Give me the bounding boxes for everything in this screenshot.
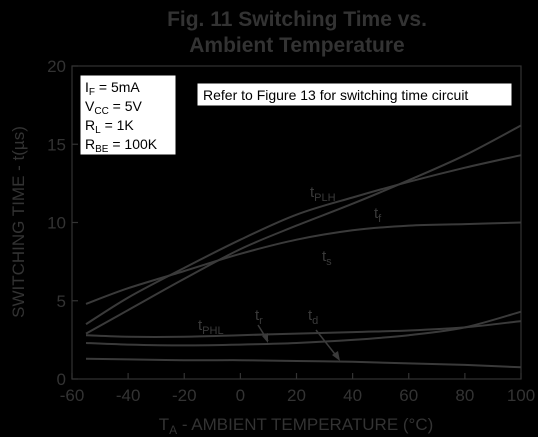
- td-arrow: [315, 329, 339, 359]
- chart-title-line1: Fig. 11 Switching Time vs.: [167, 8, 427, 31]
- x-tick-label: 60: [399, 386, 418, 405]
- x-axis-label-main: T: [159, 415, 169, 434]
- series-line-tPHL: [85, 320, 522, 338]
- condition-main: I: [85, 79, 89, 95]
- x-tick-label: -20: [172, 386, 197, 405]
- curve-label-tf: tf: [374, 205, 382, 225]
- series-line-tr: [85, 310, 522, 347]
- condition-value: = 1K: [101, 117, 135, 133]
- condition-sub: BE: [95, 144, 109, 155]
- curve-label-ts: ts: [322, 248, 332, 268]
- x-tick-label: 80: [455, 386, 474, 405]
- series-line-tPLH: [85, 154, 522, 326]
- condition-value: = 100K: [108, 136, 157, 152]
- condition-line: RBE = 100K: [85, 136, 158, 155]
- curve-label-main: t: [374, 205, 379, 222]
- x-axis-label: TA - AMBIENT TEMPERATURE (°C): [159, 415, 434, 437]
- condition-sub: CC: [94, 106, 108, 117]
- x-axis-label-rest: - AMBIENT TEMPERATURE (°C): [177, 415, 433, 434]
- condition-sub: F: [89, 87, 95, 98]
- condition-line: RL = 1K: [85, 117, 134, 136]
- note-box: [196, 82, 513, 107]
- curve-label-main: t: [308, 307, 313, 324]
- condition-line: IF = 5mA: [85, 79, 140, 98]
- curve-label-td: td: [308, 307, 318, 327]
- x-tick-label: 100: [507, 386, 535, 405]
- y-axis-label: SWITCHING TIME - t(µs): [9, 126, 28, 318]
- y-tick-label: 20: [47, 57, 66, 76]
- curve-label-main: t: [255, 307, 260, 324]
- x-axis-label-sub: A: [169, 423, 177, 437]
- tr-arrow-head: [262, 333, 268, 343]
- condition-value: = 5V: [109, 98, 143, 114]
- x-tick-label: 20: [287, 386, 306, 405]
- series-line-td: [85, 357, 522, 369]
- condition-main: R: [85, 136, 95, 152]
- curve-label-sub: r: [259, 315, 263, 327]
- x-tick-label: -40: [116, 386, 141, 405]
- curve-label-sub: PHL: [202, 325, 223, 337]
- series-line-ts: [85, 221, 522, 305]
- y-tick-label: 5: [57, 292, 66, 311]
- x-tick-label: -60: [60, 386, 85, 405]
- chart-title-line2: Ambient Temperature: [189, 34, 405, 57]
- y-tick-label: 10: [47, 214, 66, 233]
- curve-label-sub: s: [326, 256, 332, 268]
- condition-sub: L: [95, 125, 101, 136]
- note-text: Refer to Figure 13 for switching time ci…: [203, 87, 468, 103]
- curve-label-sub: d: [312, 315, 318, 327]
- condition-line: VCC = 5V: [85, 98, 143, 117]
- x-tick-label: 40: [343, 386, 362, 405]
- curve-label-tPHL: tPHL: [198, 317, 224, 337]
- curve-label-tPLH: tPLH: [310, 184, 336, 204]
- y-tick-label: 15: [47, 135, 66, 154]
- curve-label-sub: PLH: [314, 192, 335, 204]
- y-tick-label: 0: [57, 370, 66, 389]
- curve-label-main: t: [198, 317, 203, 334]
- td-arrow-head: [332, 351, 340, 361]
- curve-label-tr: tr: [255, 307, 263, 327]
- condition-value: = 5mA: [95, 79, 140, 95]
- x-tick-label: 0: [236, 386, 245, 405]
- axis-ticks: -60 -40 -20 0 20 40 60 80 100 0 5 10 15 20: [47, 57, 535, 405]
- curve-label-main: t: [322, 248, 327, 265]
- condition-main: V: [85, 98, 95, 114]
- curve-label-sub: f: [378, 213, 382, 225]
- curve-label-main: t: [310, 184, 315, 201]
- condition-main: R: [85, 117, 95, 133]
- conditions-box: [79, 74, 177, 156]
- series-line-tf: [85, 124, 522, 335]
